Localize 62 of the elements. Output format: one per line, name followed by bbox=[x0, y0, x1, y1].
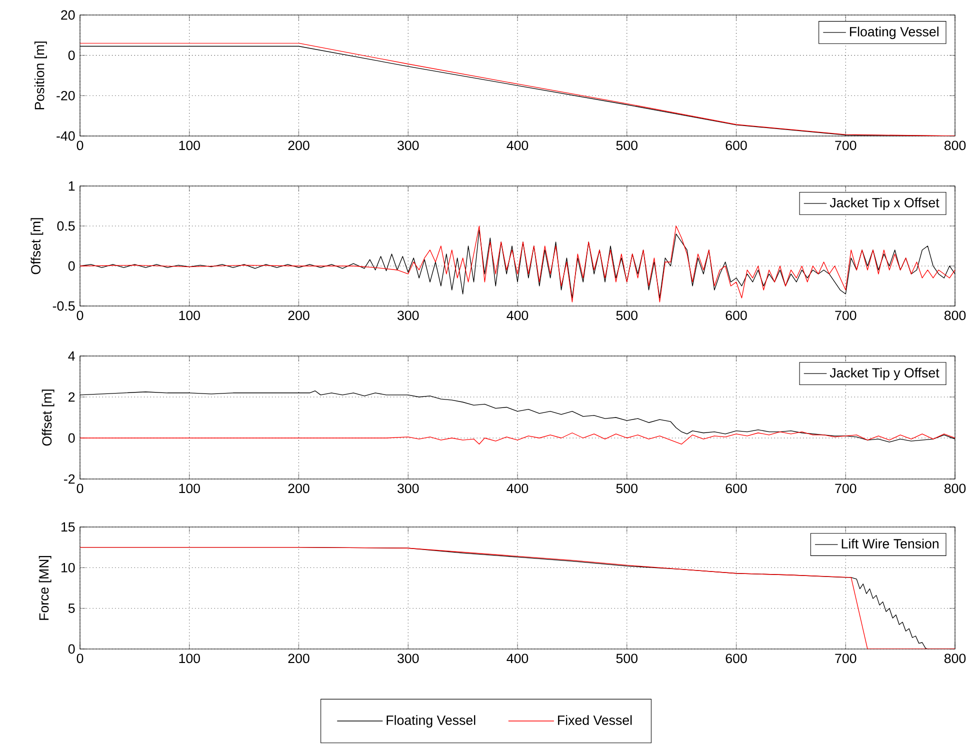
y-axis-title: Offset [m] bbox=[30, 218, 44, 274]
y-tick-label: 0 bbox=[68, 644, 75, 654]
x-tick-label: 800 bbox=[944, 310, 966, 320]
x-tick-label: 200 bbox=[288, 310, 310, 320]
y-tick-label: 2 bbox=[68, 392, 75, 402]
x-tick-label: 100 bbox=[179, 140, 200, 150]
x-tick-label: 0 bbox=[76, 484, 84, 494]
x-tick-label: 300 bbox=[398, 310, 419, 320]
x-tick-label: 700 bbox=[835, 310, 856, 320]
legend-label: Jacket Tip x Offset bbox=[830, 198, 940, 210]
y-tick-label: -2 bbox=[64, 474, 75, 484]
y-tick-label: 4 bbox=[68, 351, 75, 361]
y-tick-label: 5 bbox=[68, 604, 75, 613]
y-tick-label: 0 bbox=[68, 261, 75, 271]
x-tick-label: 500 bbox=[616, 310, 638, 320]
x-tick-label: 500 bbox=[616, 654, 638, 664]
x-tick-label: 800 bbox=[944, 654, 966, 664]
x-tick-label: 300 bbox=[398, 140, 419, 150]
x-tick-label: 700 bbox=[835, 140, 856, 150]
x-tick-label: 600 bbox=[726, 140, 747, 150]
x-tick-label: 100 bbox=[179, 654, 200, 664]
x-tick-label: 100 bbox=[179, 484, 200, 494]
x-tick-label: 200 bbox=[288, 484, 310, 494]
y-tick-label: -0.5 bbox=[52, 301, 75, 311]
y-tick-label: 10 bbox=[61, 562, 75, 572]
legend-label: Fixed Vessel bbox=[558, 715, 632, 725]
x-tick-label: 400 bbox=[506, 484, 528, 494]
y-tick-label: -20 bbox=[56, 90, 75, 100]
x-tick-label: 800 bbox=[944, 140, 966, 150]
y-axis-title: Position [m] bbox=[34, 42, 47, 110]
legend-label: Floating Vessel bbox=[850, 26, 938, 40]
x-tick-label: 100 bbox=[179, 310, 200, 320]
y-tick-label: -40 bbox=[56, 131, 75, 141]
x-tick-label: 0 bbox=[76, 140, 84, 150]
legend-label: Jacket Tip y Offset bbox=[830, 368, 940, 380]
y-tick-label: 0.5 bbox=[57, 221, 75, 231]
y-axis-title: Offset [m] bbox=[42, 390, 54, 446]
y-tick-label: 15 bbox=[61, 522, 75, 532]
x-tick-label: 300 bbox=[398, 654, 419, 664]
y-tick-label: 0 bbox=[68, 50, 75, 60]
x-tick-label: 800 bbox=[944, 484, 966, 494]
y-tick-label: 1 bbox=[68, 181, 75, 191]
x-tick-label: 400 bbox=[506, 140, 528, 150]
x-tick-label: 500 bbox=[616, 484, 638, 494]
y-axis-title: Force [MN] bbox=[38, 556, 52, 620]
legend-label: Lift Wire Tension bbox=[842, 538, 938, 548]
x-tick-label: 300 bbox=[398, 484, 419, 494]
x-tick-label: 400 bbox=[506, 654, 528, 664]
x-tick-label: 400 bbox=[506, 310, 528, 320]
x-tick-label: 200 bbox=[288, 654, 310, 664]
x-tick-label: 700 bbox=[835, 654, 856, 664]
x-tick-label: 600 bbox=[726, 484, 747, 494]
x-tick-label: 0 bbox=[76, 654, 84, 664]
x-tick-label: 600 bbox=[726, 310, 747, 320]
y-tick-label: 20 bbox=[61, 10, 75, 20]
x-tick-label: 200 bbox=[288, 140, 310, 150]
x-tick-label: 700 bbox=[835, 484, 856, 494]
x-tick-label: 600 bbox=[726, 654, 747, 664]
x-tick-label: 0 bbox=[76, 310, 84, 320]
legend-label: Floating Vessel bbox=[386, 715, 476, 728]
x-tick-label: 500 bbox=[616, 140, 638, 150]
y-tick-label: 0 bbox=[68, 433, 75, 443]
